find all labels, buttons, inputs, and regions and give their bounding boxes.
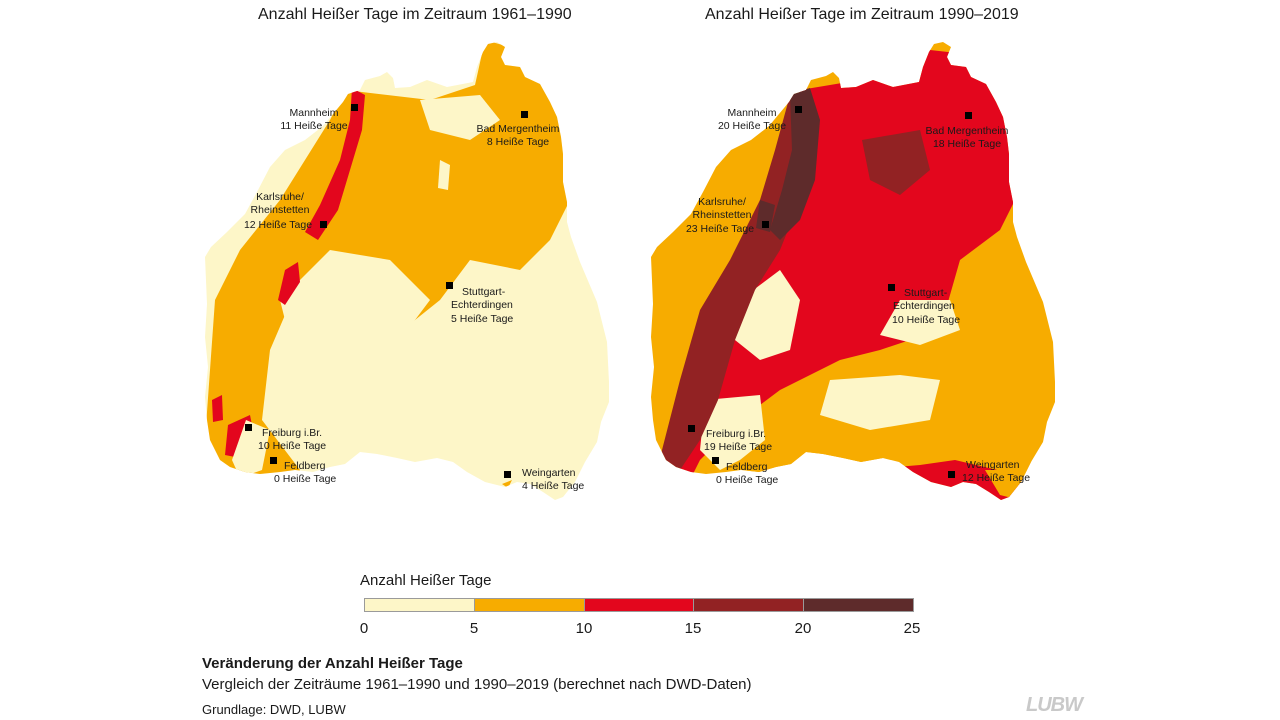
city-marker-feldberg [270, 457, 277, 464]
legend-tick-0: 0 [359, 620, 369, 637]
city-marker-weingarten [948, 471, 955, 478]
city-name-stuttgart: Stuttgart- [904, 287, 948, 299]
map-title-1961-1990: Anzahl Heißer Tage im Zeitraum 1961–1990 [258, 6, 572, 23]
city-value-feldberg: 0 Heiße Tage [274, 473, 336, 485]
city-marker-feldberg [712, 457, 719, 464]
city-labels-1961-1990: Mannheim 11 Heiße Tage Bad Mergentheim 8… [244, 104, 584, 492]
city-name-stuttgart-2: Echterdingen [893, 300, 955, 312]
legend-tick-20: 20 [794, 620, 812, 637]
city-value-freiburg: 19 Heiße Tage [704, 441, 772, 453]
city-marker-bad-mergentheim [521, 111, 528, 118]
city-name-bad-mergentheim: Bad Mergentheim [926, 125, 1009, 137]
city-name-mannheim: Mannheim [289, 107, 338, 119]
city-value-feldberg: 0 Heiße Tage [716, 474, 778, 486]
city-value-freiburg: 10 Heiße Tage [258, 440, 326, 452]
legend-swatch-15-20 [694, 599, 805, 611]
legend-tick-25: 25 [903, 620, 921, 637]
city-value-stuttgart: 5 Heiße Tage [451, 313, 513, 325]
city-name-feldberg: Feldberg [726, 461, 768, 473]
city-value-mannheim: 20 Heiße Tage [718, 120, 786, 132]
legend-tick-10: 10 [575, 620, 593, 637]
city-marker-stuttgart [888, 284, 895, 291]
city-name-weingarten: Weingarten [522, 467, 576, 479]
city-marker-freiburg [245, 424, 252, 431]
city-name-stuttgart: Stuttgart- [462, 286, 506, 298]
city-value-mannheim: 11 Heiße Tage [280, 120, 347, 132]
legend-swatch-0-5 [365, 599, 475, 611]
legend-tick-5: 5 [469, 620, 479, 637]
lubw-logo: LUBW [1026, 694, 1083, 716]
city-marker-freiburg [688, 425, 695, 432]
city-value-bad-mergentheim: 18 Heiße Tage [933, 138, 1001, 150]
city-name-bad-mergentheim: Bad Mergentheim [477, 123, 560, 135]
legend-title: Anzahl Heißer Tage [360, 572, 492, 589]
city-name-karlsruhe-2: Rheinstetten [693, 209, 752, 221]
city-name-freiburg: Freiburg i.Br. [706, 428, 766, 440]
city-name-karlsruhe: Karlsruhe/ [698, 196, 746, 208]
city-marker-stuttgart [446, 282, 453, 289]
city-marker-karlsruhe [320, 221, 327, 228]
city-name-karlsruhe: Karlsruhe/ [256, 191, 304, 203]
city-value-karlsruhe: 12 Heiße Tage [244, 219, 312, 231]
city-name-karlsruhe-2: Rheinstetten [251, 204, 310, 216]
city-value-karlsruhe: 23 Heiße Tage [686, 223, 754, 235]
city-name-mannheim: Mannheim [727, 107, 776, 119]
city-name-feldberg: Feldberg [284, 460, 326, 472]
map-1961-1990 [205, 42, 609, 500]
city-value-weingarten: 4 Heiße Tage [522, 480, 584, 492]
caption-source: Grundlage: DWD, LUBW [202, 702, 346, 717]
legend-tick-15: 15 [684, 620, 702, 637]
legend-color-scale [364, 598, 914, 612]
caption-subtitle: Vergleich der Zeiträume 1961–1990 und 19… [202, 676, 752, 693]
city-name-stuttgart-2: Echterdingen [451, 299, 513, 311]
city-name-freiburg: Freiburg i.Br. [262, 427, 322, 439]
city-marker-bad-mergentheim [965, 112, 972, 119]
city-marker-mannheim [795, 106, 802, 113]
legend-swatch-5-10 [474, 599, 585, 611]
city-name-weingarten: Weingarten [966, 459, 1020, 471]
city-marker-weingarten [504, 471, 511, 478]
city-labels-1990-2019: Mannheim 20 Heiße Tage Bad Mergentheim 1… [686, 106, 1030, 486]
city-value-stuttgart: 10 Heiße Tage [892, 314, 960, 326]
legend-swatch-10-15 [584, 599, 695, 611]
city-marker-karlsruhe [762, 221, 769, 228]
city-value-weingarten: 12 Heiße Tage [962, 472, 1030, 484]
legend-swatch-20-25 [804, 599, 913, 611]
map-title-1990-2019: Anzahl Heißer Tage im Zeitraum 1990–2019 [705, 6, 1019, 23]
city-marker-mannheim [351, 104, 358, 111]
caption-title: Veränderung der Anzahl Heißer Tage [202, 655, 463, 672]
city-value-bad-mergentheim: 8 Heiße Tage [487, 136, 549, 148]
